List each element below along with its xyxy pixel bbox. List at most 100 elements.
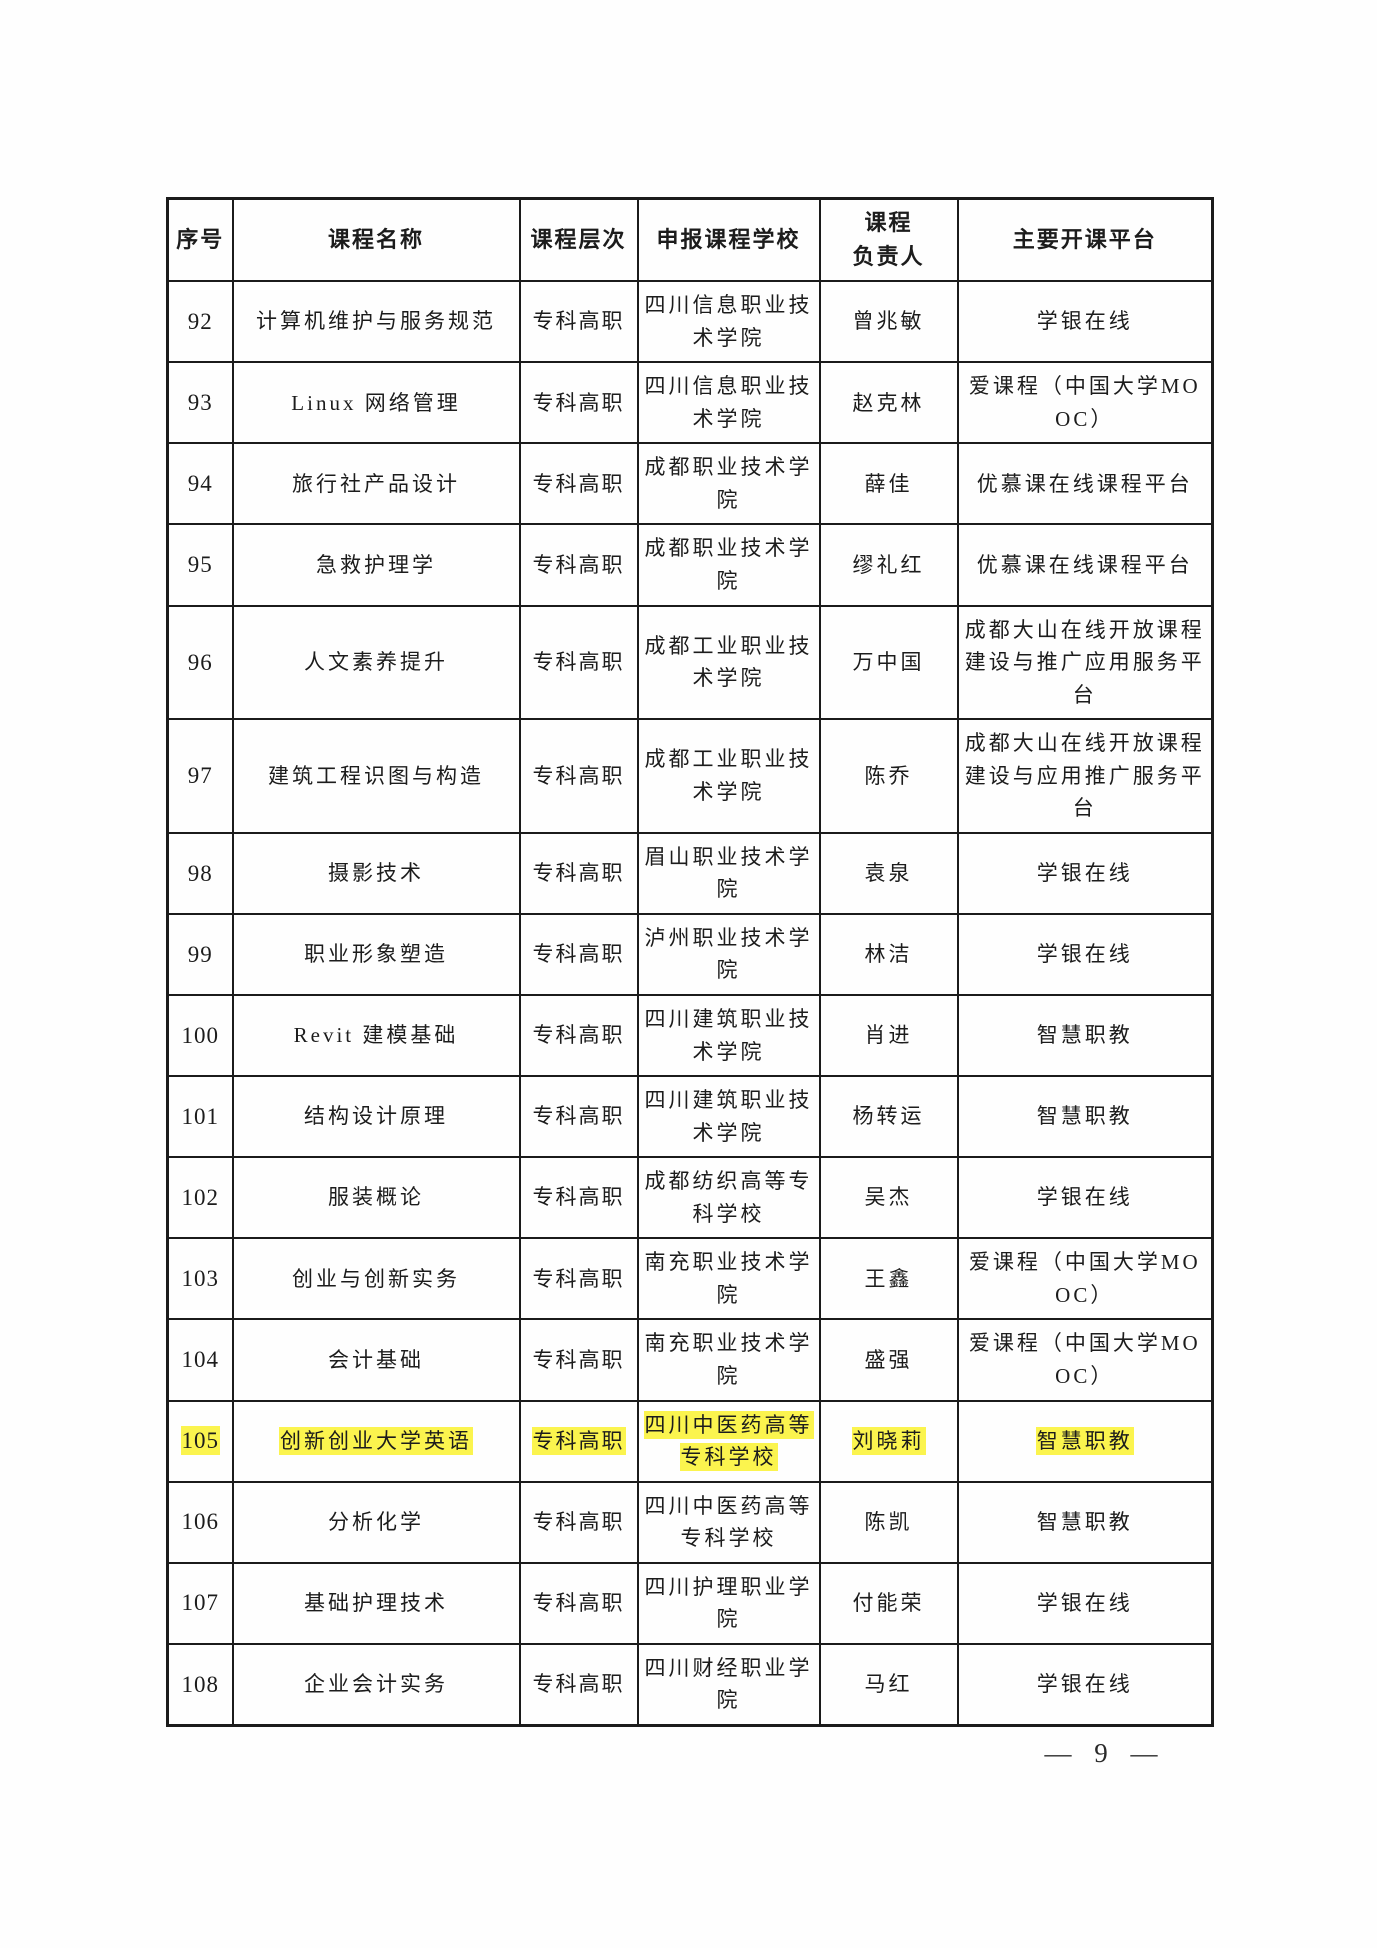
cell-text-school: 四川护理职业学院 <box>644 1574 813 1632</box>
cell-school: 眉山职业技术学院 <box>636 831 821 915</box>
cell-platform: 爱课程（中国大学MOOC） <box>956 1318 1214 1402</box>
cell-text-index: 105 <box>180 1426 220 1456</box>
cell-level: 专科高职 <box>518 1156 639 1240</box>
table-row: 96 人文素养提升 专科高职 成都工业职业技术学院 万中国 成都大山在线开放课程建设与推广… <box>166 604 1214 721</box>
table-row: 103 创业与创新实务 专科高职 南充职业技术学院 王鑫 爱课程（中国大学MOOC） <box>166 1237 1214 1321</box>
cell-text-platform: 爱课程（中国大学MOOC） <box>968 1331 1201 1388</box>
cell-text-course: 会计基础 <box>328 1347 424 1372</box>
cell-leader: 陈凯 <box>818 1480 959 1564</box>
cell-school: 四川护理职业学院 <box>636 1561 821 1645</box>
cell-leader: 杨转运 <box>818 1075 959 1159</box>
cell-text-index: 98 <box>187 860 213 886</box>
cell-course: 人文素养提升 <box>231 604 521 721</box>
cell-course: Revit 建模基础 <box>231 994 521 1078</box>
cell-text-leader: 陈凯 <box>864 1509 913 1534</box>
cell-text-platform: 学银在线 <box>1036 1185 1133 1210</box>
cell-text-level: 专科高职 <box>532 1347 625 1372</box>
cell-leader: 林洁 <box>818 912 959 997</box>
table-row: 102 服装概论 专科高职 成都纺织高等专科学校 吴杰 学银在线 <box>166 1156 1214 1240</box>
cell-text-level: 专科高职 <box>532 1266 625 1291</box>
cell-index: 107 <box>166 1561 234 1645</box>
cell-text-school: 四川信息职业技术学院 <box>644 293 813 350</box>
cell-level: 专科高职 <box>518 604 639 721</box>
cell-leader: 袁泉 <box>818 831 959 915</box>
page-number: — 9 — <box>1044 1738 1166 1768</box>
cell-text-platform: 爱课程（中国大学MOOC） <box>968 374 1201 431</box>
cell-level: 专科高职 <box>518 718 639 834</box>
cell-text-school: 南充职业技术学院 <box>644 1250 813 1307</box>
cell-text-course: 创新创业大学英语 <box>279 1426 473 1455</box>
cell-text-course: Revit 建模基础 <box>293 1023 459 1048</box>
cell-text-leader: 肖进 <box>864 1023 913 1048</box>
cell-text-index: 94 <box>187 471 213 497</box>
cell-text-platform: 学银在线 <box>1036 861 1133 886</box>
cell-text-course: 旅行社产品设计 <box>292 471 460 496</box>
cell-level: 专科高职 <box>518 831 639 915</box>
cell-index: 103 <box>166 1237 234 1321</box>
cell-leader: 王鑫 <box>818 1237 959 1321</box>
cell-text-course: Linux 网络管理 <box>291 390 461 415</box>
cell-level: 专科高职 <box>518 442 639 526</box>
cell-text-course: 建筑工程识图与构造 <box>268 763 484 788</box>
cell-index: 102 <box>166 1156 234 1240</box>
table-row: 95 急救护理学 专科高职 成都职业技术学院 缪礼红 优慕课在线课程平台 <box>166 523 1214 607</box>
cell-text-platform: 优慕课在线课程平台 <box>976 552 1193 577</box>
cell-index: 97 <box>166 718 234 834</box>
cell-platform: 智慧职教 <box>956 1399 1214 1483</box>
cell-course: 创业与创新实务 <box>231 1237 521 1321</box>
cell-text-leader: 陈乔 <box>864 763 913 788</box>
cell-platform: 爱课程（中国大学MOOC） <box>956 361 1214 445</box>
cell-text-index: 100 <box>181 1022 219 1048</box>
cell-school: 成都纺织高等专科学校 <box>636 1156 821 1240</box>
cell-platform: 成都大山在线开放课程建设与应用推广服务平台 <box>956 718 1214 834</box>
cell-index: 95 <box>166 523 234 607</box>
cell-course: 结构设计原理 <box>231 1075 521 1159</box>
cell-school: 成都工业职业技术学院 <box>636 718 821 834</box>
cell-text-course: 结构设计原理 <box>304 1104 448 1129</box>
cell-text-level: 专科高职 <box>532 650 625 675</box>
cell-text-level: 专科高职 <box>532 763 625 788</box>
table-row: 99 职业形象塑造 专科高职 泸州职业技术学院 林洁 学银在线 <box>166 912 1214 997</box>
cell-text-leader: 付能荣 <box>852 1590 925 1615</box>
cell-leader: 陈乔 <box>818 718 959 834</box>
cell-text-index: 104 <box>181 1347 219 1373</box>
cell-text-index: 95 <box>187 552 213 578</box>
cell-text-school: 成都工业职业技术学院 <box>644 633 813 691</box>
cell-text-level: 专科高职 <box>532 1590 625 1615</box>
cell-school: 成都工业职业技术学院 <box>636 604 821 721</box>
cell-school: 南充职业技术学院 <box>636 1318 821 1402</box>
cell-text-course: 基础护理技术 <box>304 1590 448 1615</box>
column-header-course: 课程名称 <box>231 197 521 283</box>
cell-text-leader: 薛佳 <box>864 471 913 496</box>
cell-text-level: 专科高职 <box>532 1509 625 1534</box>
cell-school: 四川财经职业学院 <box>636 1642 821 1727</box>
cell-school: 四川信息职业技术学院 <box>636 280 821 364</box>
cell-leader: 万中国 <box>818 604 959 721</box>
cell-platform: 学银在线 <box>956 831 1214 915</box>
cell-text-school: 泸州职业技术学院 <box>644 925 813 983</box>
column-header-leader: 课程 负责人 <box>818 197 959 283</box>
cell-level: 专科高职 <box>518 523 639 607</box>
cell-text-index: 93 <box>187 390 213 415</box>
cell-text-leader: 袁泉 <box>864 861 913 886</box>
cell-text-level: 专科高职 <box>532 1672 625 1697</box>
cell-index: 104 <box>166 1318 234 1402</box>
cell-text-school: 四川中医药高等专科学校 <box>643 1410 814 1472</box>
cell-platform: 学银在线 <box>956 912 1214 997</box>
cell-text-platform: 学银在线 <box>1036 942 1133 967</box>
cell-leader: 缪礼红 <box>818 523 959 607</box>
cell-level: 专科高职 <box>518 1318 639 1402</box>
cell-school: 南充职业技术学院 <box>636 1237 821 1321</box>
cell-course: 计算机维护与服务规范 <box>231 280 521 364</box>
cell-text-leader: 马红 <box>864 1672 913 1697</box>
cell-text-index: 101 <box>181 1103 219 1129</box>
cell-index: 99 <box>166 912 234 997</box>
cell-index: 106 <box>166 1480 234 1564</box>
cell-text-level: 专科高职 <box>532 390 625 415</box>
cell-leader: 马红 <box>818 1642 959 1727</box>
cell-text-school: 四川建筑职业技术学院 <box>644 1088 813 1145</box>
cell-platform: 优慕课在线课程平台 <box>956 523 1214 607</box>
table-row: 100 Revit 建模基础 专科高职 四川建筑职业技术学院 肖进 智慧职教 <box>166 994 1214 1078</box>
cell-text-index: 92 <box>187 308 213 334</box>
cell-course: 会计基础 <box>231 1318 521 1402</box>
